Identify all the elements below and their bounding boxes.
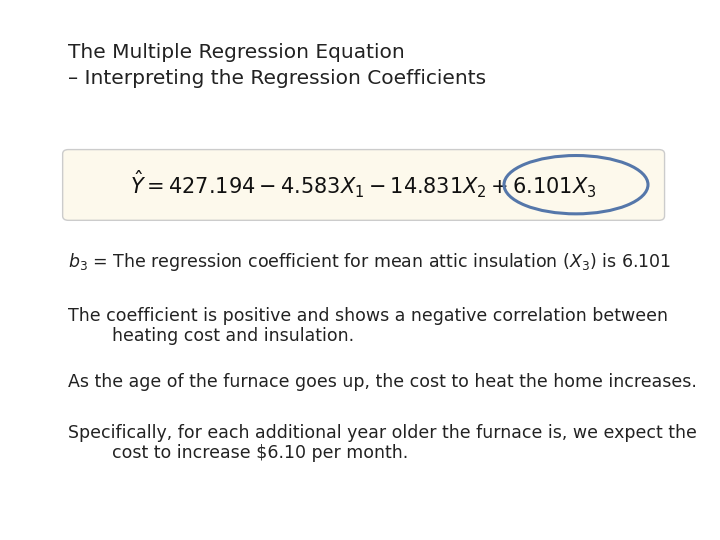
Text: cost to increase $6.10 per month.: cost to increase $6.10 per month. (112, 444, 408, 462)
Text: heating cost and insulation.: heating cost and insulation. (112, 327, 354, 345)
Text: The Multiple Regression Equation: The Multiple Regression Equation (68, 43, 405, 62)
Text: Specifically, for each additional year older the furnace is, we expect the: Specifically, for each additional year o… (68, 424, 697, 442)
Text: $b_3$ = The regression coefficient for mean attic insulation ($X_3$) is 6.101: $b_3$ = The regression coefficient for m… (68, 251, 672, 273)
Text: As the age of the furnace goes up, the cost to heat the home increases.: As the age of the furnace goes up, the c… (68, 373, 697, 390)
Text: $\hat{Y} = 427.194 - 4.583X_1 - 14.831X_2 + 6.101X_3$: $\hat{Y} = 427.194 - 4.583X_1 - 14.831X_… (130, 169, 597, 200)
Text: – Interpreting the Regression Coefficients: – Interpreting the Regression Coefficien… (68, 69, 487, 88)
Text: The coefficient is positive and shows a negative correlation between: The coefficient is positive and shows a … (68, 307, 668, 325)
FancyBboxPatch shape (63, 150, 665, 220)
